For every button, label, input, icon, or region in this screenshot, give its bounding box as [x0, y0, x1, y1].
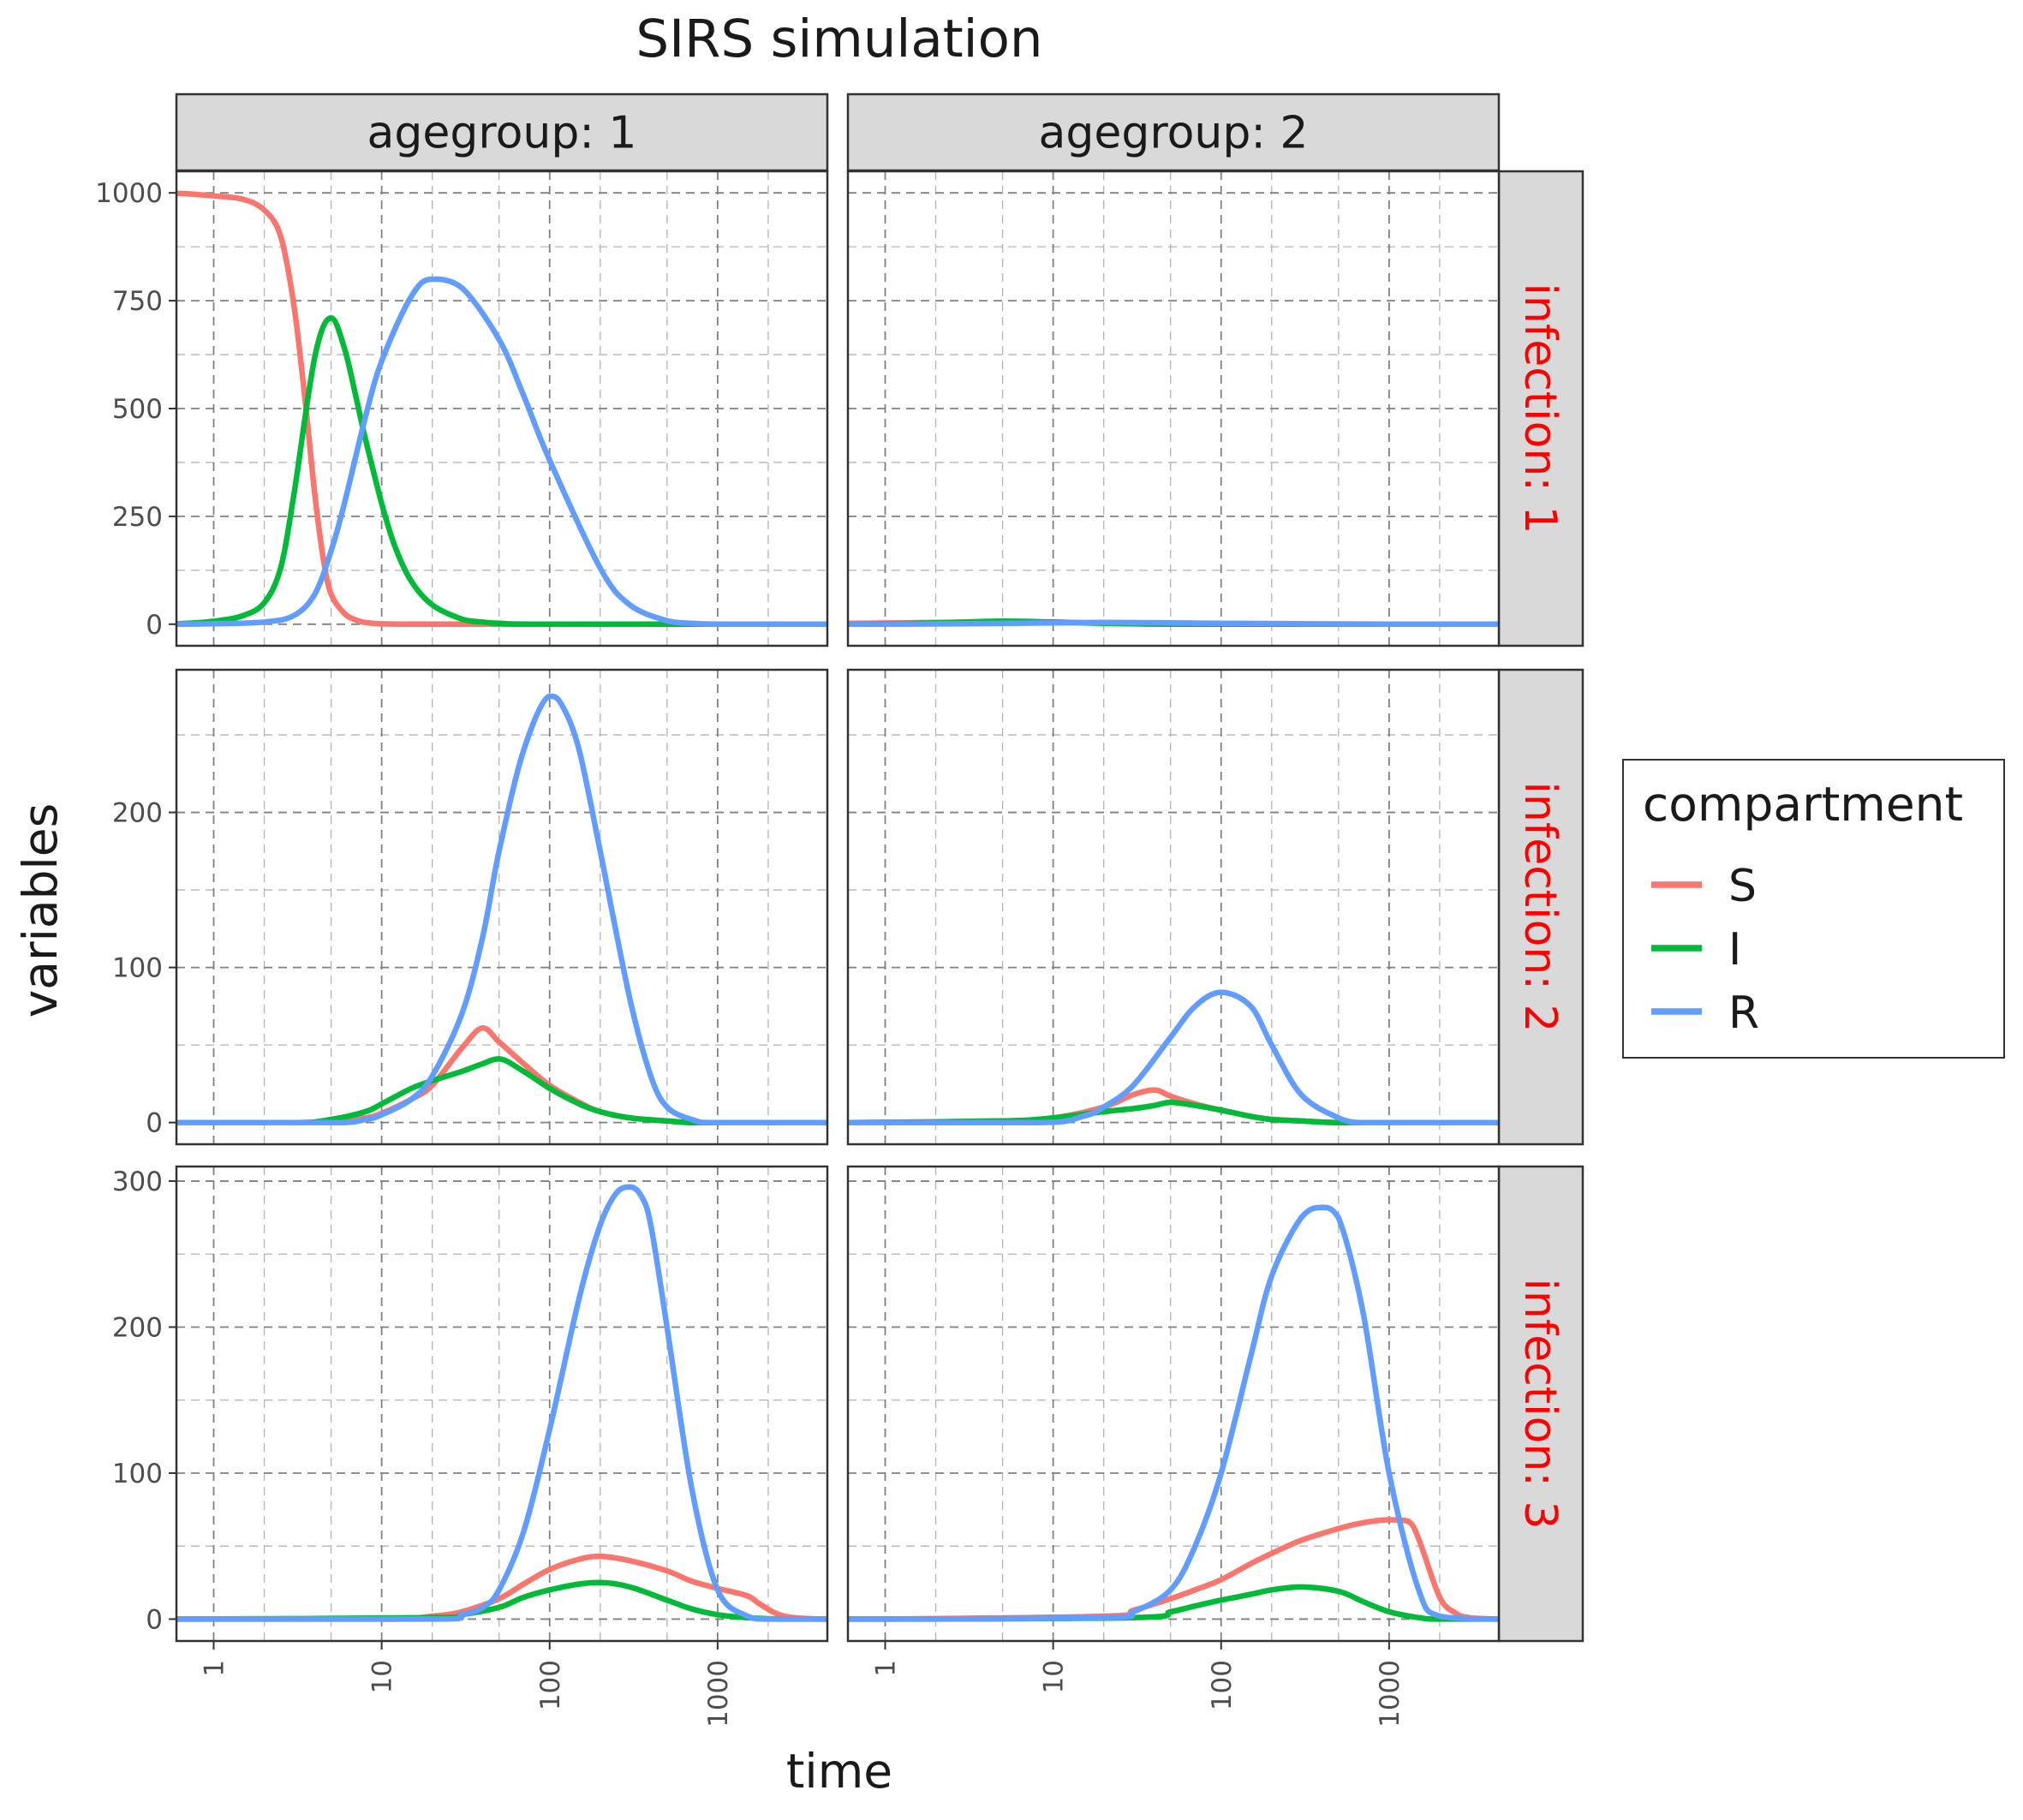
y-tick-label: 0	[146, 610, 163, 641]
row-strip-bg	[1497, 1165, 1584, 1643]
col-strip-bg	[175, 92, 829, 172]
series-line-R	[848, 1204, 1499, 1622]
x-tick-label: 100	[535, 1660, 566, 1710]
legend-box	[1622, 759, 2005, 1059]
panel-background	[848, 1167, 1499, 1641]
series-line-S	[176, 190, 827, 628]
panel-background	[176, 670, 827, 1144]
legend-entry-label: S	[1728, 861, 1757, 912]
row-strip-bg	[1497, 668, 1584, 1146]
panel-border	[175, 170, 829, 647]
y-tick-label: 300	[112, 1167, 163, 1197]
row-strip-bg	[1497, 170, 1584, 647]
legend: compartment SIR	[1622, 759, 2005, 1059]
x-tick-label: 1	[871, 1660, 902, 1677]
x-axis-title: time	[786, 1744, 892, 1799]
series-line-R	[848, 989, 1499, 1125]
x-tick-label: 10	[1039, 1660, 1070, 1693]
chart-title: SIRS simulation	[636, 9, 1042, 69]
panel-border	[175, 668, 829, 1146]
row-strip-label: infection: 3	[1514, 1278, 1566, 1529]
row-strip-label: infection: 1	[1514, 283, 1566, 534]
panel-r3-c1: 1 10 100 1000	[175, 1165, 829, 1728]
series-line-R	[176, 1184, 827, 1622]
y-tick-label: 0	[146, 1108, 163, 1139]
panel-border	[846, 1165, 1501, 1643]
col-strip-label: agegroup: 2	[1038, 108, 1308, 159]
series-line-R	[848, 619, 1499, 628]
panel-r1-c2	[846, 170, 1501, 647]
legend-title: compartment	[1643, 777, 1963, 832]
x-tick-label: 100	[1207, 1660, 1238, 1710]
y-tick-label: 1000	[95, 178, 163, 209]
y-tick-label: 200	[112, 798, 163, 829]
panel-border	[846, 668, 1501, 1146]
legend-entry-label: R	[1728, 988, 1759, 1039]
x-tick-label: 1000	[703, 1660, 734, 1728]
col-strip-bg	[846, 92, 1501, 172]
panel-r3-c2: 1 10 100 1000	[846, 1165, 1501, 1728]
legend-entry-label: I	[1728, 924, 1741, 976]
panel-r1-c1	[175, 170, 829, 647]
series-line-I	[176, 1056, 827, 1125]
y-axis-title: variables	[13, 803, 68, 1018]
series-line-R	[176, 276, 827, 628]
y-tick-label: 750	[112, 286, 163, 317]
panel-background	[176, 1167, 827, 1641]
col-strip-label: agegroup: 1	[367, 108, 636, 159]
y-tick-label: 0	[146, 1604, 163, 1635]
y-tick-label: 200	[112, 1313, 163, 1344]
y-tick-label: 500	[112, 394, 163, 425]
series-line-I	[848, 1099, 1499, 1125]
series-line-R	[176, 693, 827, 1125]
panel-r2-c1	[175, 668, 829, 1146]
series-line-I	[848, 1584, 1499, 1622]
x-tick-label: 1000	[1375, 1660, 1405, 1728]
panel-border	[175, 1165, 829, 1643]
panel-background	[848, 670, 1499, 1144]
x-tick-label: 10	[367, 1660, 398, 1693]
x-tick-label: 1	[200, 1660, 230, 1677]
series-line-I	[176, 314, 827, 628]
panel-r2-c2	[846, 668, 1501, 1146]
y-tick-label: 250	[112, 502, 163, 533]
y-tick-label: 100	[112, 953, 163, 984]
row-strip-label: infection: 2	[1514, 781, 1566, 1032]
panel-border	[846, 170, 1501, 647]
facet-grid: agegroup: 1 agegroup: 2 infection: 1 0 250 50…	[95, 92, 1584, 1728]
y-tick-label: 100	[112, 1459, 163, 1489]
